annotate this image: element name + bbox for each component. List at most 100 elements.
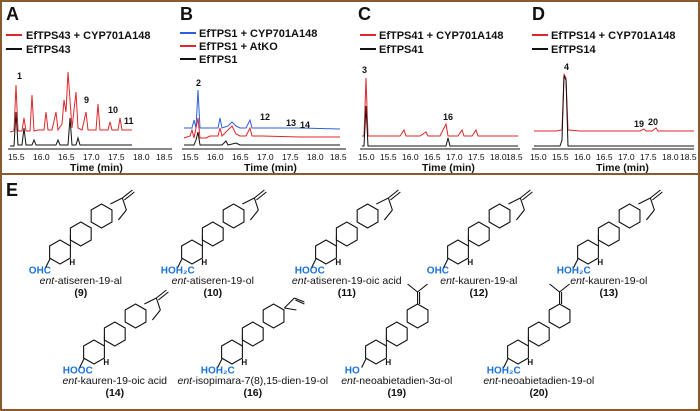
ring-c	[222, 203, 245, 229]
group-bond	[45, 257, 51, 268]
compound-name: ent-neoabietadien-3α-ol	[341, 375, 452, 387]
name-prefix: ent	[177, 375, 193, 387]
group-bond	[573, 257, 579, 268]
group-bond	[361, 357, 367, 368]
ring-a	[83, 339, 105, 365]
svg-text:16.5: 16.5	[232, 152, 249, 162]
svg-text:16.5: 16.5	[58, 152, 75, 162]
ring-c	[90, 203, 113, 229]
ring-c	[124, 303, 147, 329]
functional-group-label: HOOC	[63, 366, 93, 377]
name-prefix: ent	[63, 375, 79, 387]
legend-a-0: EfTPS43 + CYP701A148	[26, 30, 150, 42]
functional-group-label: HO	[345, 366, 360, 377]
functional-group-label: OHC	[427, 266, 449, 277]
ring-a	[577, 239, 599, 265]
compound-number: (11)	[338, 287, 356, 299]
svg-text:15.0: 15.0	[530, 152, 547, 162]
legend-a-1: EfTPS43	[26, 44, 71, 56]
h-atom-label: H	[241, 358, 247, 367]
svg-text:18.5: 18.5	[680, 152, 697, 162]
isopropylidene-bond	[417, 283, 428, 293]
h-atom-label: H	[385, 358, 391, 367]
ring-c	[406, 303, 429, 329]
trace-c-red	[362, 77, 518, 137]
compound-number: (14)	[105, 387, 124, 399]
exo-methylene-bond	[158, 291, 169, 301]
svg-text:15.0: 15.0	[358, 152, 375, 162]
ring-a	[507, 339, 529, 365]
legend-d-1: EfTPS14	[551, 44, 597, 56]
svg-text:17.5: 17.5	[108, 152, 125, 162]
trace-d-black	[534, 75, 694, 147]
svg-text:18.5: 18.5	[330, 152, 347, 162]
name-suffix: -atiseren-19-al	[54, 275, 122, 287]
trace-a-red	[9, 71, 132, 133]
x-axis-label-a: Time (min)	[70, 162, 123, 174]
methyl-bond	[284, 307, 297, 311]
peak-label-9: 9	[84, 95, 89, 105]
peak-label-14: 14	[300, 120, 310, 130]
ring-a	[365, 339, 387, 365]
ring-c	[262, 303, 285, 329]
ring-a	[181, 239, 203, 265]
ring-a	[49, 239, 71, 265]
functional-group-label: HOH₂C	[557, 266, 591, 277]
panel-c-label: C	[358, 4, 371, 24]
ring-c	[548, 303, 571, 329]
name-prefix: ent	[341, 375, 357, 387]
functional-group-label: HOH₂C	[161, 266, 195, 277]
compound-number: (12)	[469, 287, 488, 299]
name-prefix: ent	[570, 275, 586, 287]
peak-label-4: 4	[564, 62, 569, 72]
trace-b-blue	[184, 89, 341, 130]
x-axis-label-d: Time (min)	[596, 162, 649, 174]
name-prefix: ent	[292, 275, 308, 287]
trace-d-red	[534, 73, 694, 132]
svg-text:18.5: 18.5	[156, 152, 173, 162]
exo-methylene-bond	[254, 189, 265, 199]
name-prefix: ent	[172, 275, 188, 287]
name-suffix: -atiseren-19-oic acid	[307, 275, 402, 287]
svg-text:18.0: 18.0	[133, 152, 150, 162]
panel-a-label: A	[6, 4, 19, 24]
exo-methylene-bond	[652, 191, 663, 201]
bridge-bond	[144, 297, 157, 305]
svg-text:17.0: 17.0	[446, 152, 463, 162]
peak-label-11: 11	[124, 116, 134, 126]
exo-methylene-bond	[520, 189, 531, 199]
x-axis-label-b: Time (min)	[244, 162, 297, 174]
name-suffix: -neoabietadien-3α-ol	[356, 375, 453, 387]
bridge-bond	[121, 197, 127, 211]
peak-label-12: 12	[260, 112, 270, 122]
exo-methylene-bond	[124, 191, 135, 201]
h-atom-label: H	[201, 258, 207, 267]
x-ticks-b: 15.5 16.0 16.5 17.0 17.5 18.0 18.5	[182, 152, 347, 162]
peak-label-10: 10	[108, 105, 118, 115]
panel-d: D EfTPS14 + CYP701A148 EfTPS14 4 19 20 1…	[530, 4, 697, 174]
svg-text:17.0: 17.0	[83, 152, 100, 162]
ring-b	[597, 221, 620, 247]
compound-number: (20)	[529, 387, 548, 399]
group-bond	[503, 357, 509, 368]
compound-number: (9)	[74, 287, 87, 299]
peak-label-1: 1	[17, 71, 22, 81]
functional-group-label: HOOC	[295, 266, 325, 277]
legend-c-0: EfTPS41 + CYP701A148	[379, 30, 503, 42]
ring-c	[356, 203, 379, 229]
peak-label-2: 2	[196, 78, 201, 88]
peak-label-20: 20	[648, 117, 658, 127]
name-suffix: -neoabietadien-19-ol	[498, 375, 594, 387]
svg-text:17.5: 17.5	[468, 152, 485, 162]
trace-b-red	[183, 117, 340, 139]
svg-text:15.5: 15.5	[380, 152, 397, 162]
svg-text:16.0: 16.0	[574, 152, 591, 162]
svg-text:18.0: 18.0	[490, 152, 507, 162]
name-prefix: ent	[483, 375, 499, 387]
svg-text:16.5: 16.5	[596, 152, 613, 162]
name-suffix: -isopimara-7(8),15-dien-19-ol	[192, 375, 328, 387]
panel-b: B EfTPS1 + CYP701A148 EfTPS1 + AtKO EfTP…	[180, 4, 347, 174]
